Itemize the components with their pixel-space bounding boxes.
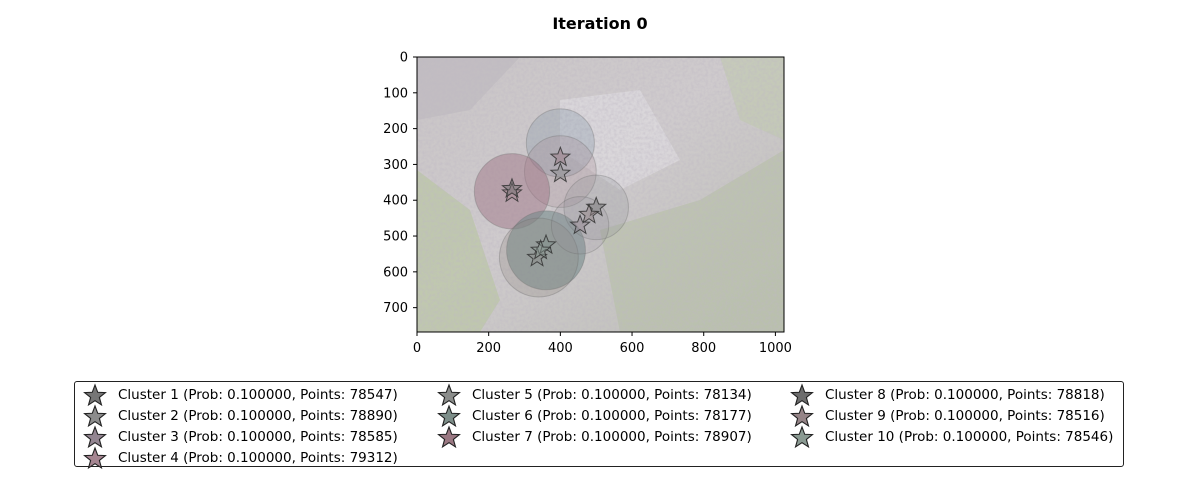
axes-frame — [416, 56, 785, 333]
legend-star-icon — [437, 404, 461, 428]
x-tick-label: 1000 — [759, 341, 792, 356]
y-tick-label: 700 — [383, 301, 408, 316]
chart-title: Iteration 0 — [552, 14, 647, 33]
cluster-circle-6 — [563, 174, 629, 241]
x-tick-label: 200 — [476, 341, 501, 356]
legend-label: Cluster 2 (Prob: 0.100000, Points: 78890… — [118, 408, 398, 424]
legend-label: Cluster 7 (Prob: 0.100000, Points: 78907… — [472, 429, 752, 445]
legend-item: Cluster 9 (Prob: 0.100000, Points: 78516… — [790, 404, 1105, 428]
cluster-center-marker-10 — [529, 238, 552, 260]
y-tick-label: 400 — [383, 194, 408, 209]
y-tick-label: 0 — [400, 51, 408, 66]
legend-label: Cluster 3 (Prob: 0.100000, Points: 78585… — [118, 429, 398, 445]
cluster-circle-3 — [473, 153, 551, 230]
legend-star-icon — [83, 425, 107, 449]
cluster-center-marker-4 — [501, 181, 523, 203]
legend-label: Cluster 6 (Prob: 0.100000, Points: 78177… — [472, 408, 752, 424]
legend-star-icon — [790, 425, 814, 449]
background-image — [417, 57, 784, 332]
legend-label: Cluster 9 (Prob: 0.100000, Points: 78516… — [825, 408, 1105, 424]
legend-star-icon — [83, 383, 107, 407]
legend-item: Cluster 2 (Prob: 0.100000, Points: 78890… — [83, 404, 398, 428]
legend-label: Cluster 4 (Prob: 0.100000, Points: 79312… — [118, 450, 398, 466]
cluster-circle-5 — [498, 217, 579, 298]
legend-label: Cluster 1 (Prob: 0.100000, Points: 78547… — [118, 387, 398, 403]
cluster-center-marker-2 — [549, 161, 572, 183]
cluster-center-marker-3 — [569, 213, 591, 235]
x-tick-label: 0 — [413, 341, 421, 356]
legend-label: Cluster 5 (Prob: 0.100000, Points: 78134… — [472, 387, 752, 403]
y-tick-label: 100 — [383, 86, 408, 101]
legend-star-icon — [437, 383, 461, 407]
cluster-center-marker-6 — [535, 233, 557, 255]
cluster-center-marker-8 — [501, 177, 523, 199]
y-tick-label: 600 — [383, 265, 408, 280]
legend-item: Cluster 5 (Prob: 0.100000, Points: 78134… — [437, 383, 752, 407]
y-tick-label: 300 — [383, 158, 408, 173]
legend-star-icon — [83, 446, 107, 470]
axes: 0 200 400 600 800 1000 0 100 200 300 400 500 600 700 — [383, 51, 792, 357]
legend-item: Cluster 7 (Prob: 0.100000, Points: 78907… — [437, 425, 752, 449]
legend-item: Cluster 1 (Prob: 0.100000, Points: 78547… — [83, 383, 398, 407]
legend-star-icon — [790, 383, 814, 407]
legend-star-icon — [790, 404, 814, 428]
legend-item: Cluster 3 (Prob: 0.100000, Points: 78585… — [83, 425, 398, 449]
legend-label: Cluster 8 (Prob: 0.100000, Points: 78818… — [825, 387, 1105, 403]
x-tick-label: 600 — [620, 341, 645, 356]
legend-star-icon — [437, 425, 461, 449]
legend-item: Cluster 4 (Prob: 0.100000, Points: 79312… — [83, 446, 398, 470]
cluster-center-marker-7 — [549, 145, 572, 167]
cluster-circle-2 — [524, 135, 597, 208]
legend-star-icon — [83, 404, 107, 428]
legend-item: Cluster 10 (Prob: 0.100000, Points: 7854… — [790, 425, 1114, 449]
legend-item: Cluster 6 (Prob: 0.100000, Points: 78177… — [437, 404, 752, 428]
x-tick-label: 400 — [548, 341, 573, 356]
x-tick-label: 800 — [691, 341, 716, 356]
y-tick-label: 200 — [383, 122, 408, 137]
legend-label: Cluster 10 (Prob: 0.100000, Points: 7854… — [825, 429, 1114, 445]
y-tick-label: 500 — [383, 230, 408, 245]
legend-item: Cluster 8 (Prob: 0.100000, Points: 78818… — [790, 383, 1105, 407]
cluster-center-marker-9 — [578, 203, 600, 224]
legend: Cluster 1 (Prob: 0.100000, Points: 78547… — [74, 381, 1124, 470]
